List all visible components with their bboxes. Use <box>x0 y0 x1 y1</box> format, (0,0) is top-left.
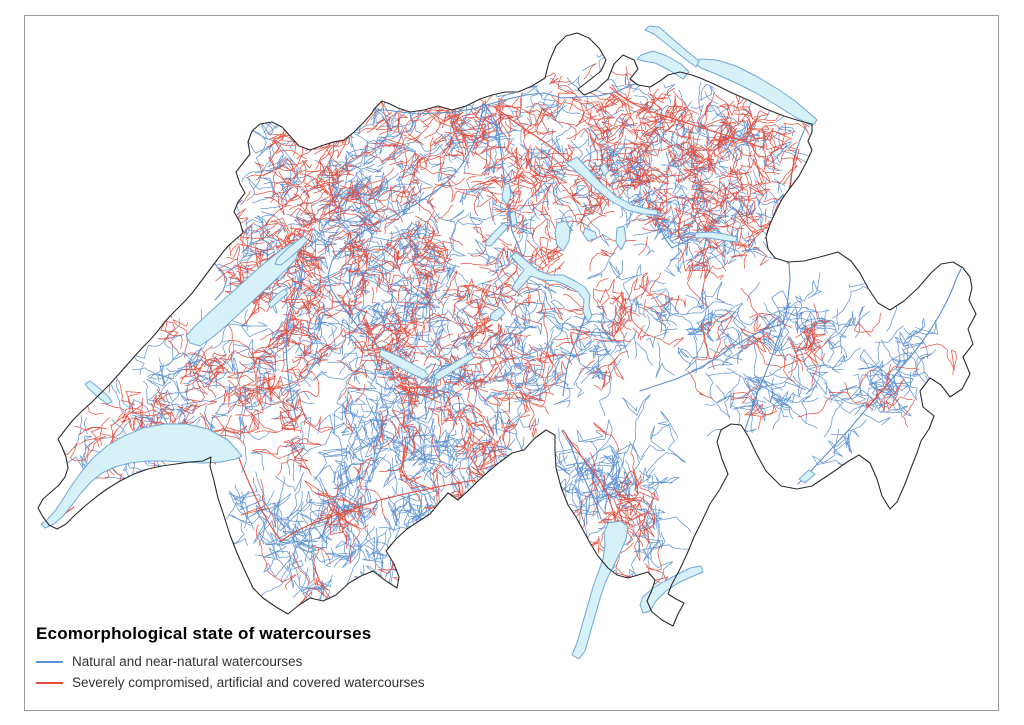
lake-hallwil <box>501 182 512 206</box>
legend-label-natural: Natural and near-natural watercourses <box>72 654 303 669</box>
watercourses-layer <box>43 47 962 620</box>
river-reuss-upper <box>562 307 589 397</box>
lake-constance <box>694 58 818 127</box>
lake-geneva <box>40 423 243 529</box>
river-reuss <box>483 103 524 259</box>
lake-lucerne <box>510 251 593 323</box>
lake-zug <box>554 220 571 252</box>
lake-murten <box>267 288 289 309</box>
legend-line-natural-icon <box>36 660 63 663</box>
river-rhine-north <box>375 83 635 115</box>
river-inn-channelized <box>867 380 891 408</box>
river-saane <box>285 263 304 419</box>
walensee <box>694 231 738 243</box>
river-linth <box>653 213 696 249</box>
legend-title: Ecomorphological state of watercourses <box>36 624 372 643</box>
lake-constance-ueberlingen <box>644 25 700 68</box>
river-thur <box>609 86 764 149</box>
river-limmat <box>493 106 571 164</box>
legend-label-compromised: Severely compromised, artificial and cov… <box>72 675 425 690</box>
lake-brienz <box>433 352 475 381</box>
lake-greifen <box>599 162 610 177</box>
switzerland-country-border <box>37 32 977 627</box>
legend: Ecomorphological state of watercourses N… <box>36 624 425 693</box>
lake-sarnen <box>489 306 506 322</box>
lake-lugano <box>639 565 704 614</box>
river-inn <box>797 268 962 485</box>
lake-sempach <box>484 222 509 247</box>
river-alpenrhein-channelized <box>786 154 796 209</box>
lake-biel <box>274 235 309 266</box>
lake-thun <box>378 348 430 380</box>
lake-sihl <box>615 225 627 251</box>
lake-zurich <box>565 156 659 216</box>
lake-sils <box>798 469 816 484</box>
legend-line-compromised-icon <box>36 681 63 684</box>
river-hinterrhein <box>744 327 783 431</box>
river-rhone <box>238 457 476 542</box>
legend-item-natural: Natural and near-natural watercourses <box>36 651 425 672</box>
lake-neuchatel <box>185 242 300 347</box>
lakes-layer <box>40 25 818 660</box>
river-vorderrhein <box>639 323 783 392</box>
lake-constance-untersee <box>636 50 690 80</box>
lac-de-joux <box>84 380 113 405</box>
lake-aegeri <box>582 227 598 242</box>
lake-maggiore <box>571 520 629 660</box>
river-maggia <box>568 439 602 520</box>
river-aare <box>327 103 484 352</box>
river-ticino-river <box>562 429 616 520</box>
lake-baldegg <box>509 210 518 227</box>
legend-item-compromised: Severely compromised, artificial and cov… <box>36 672 425 693</box>
